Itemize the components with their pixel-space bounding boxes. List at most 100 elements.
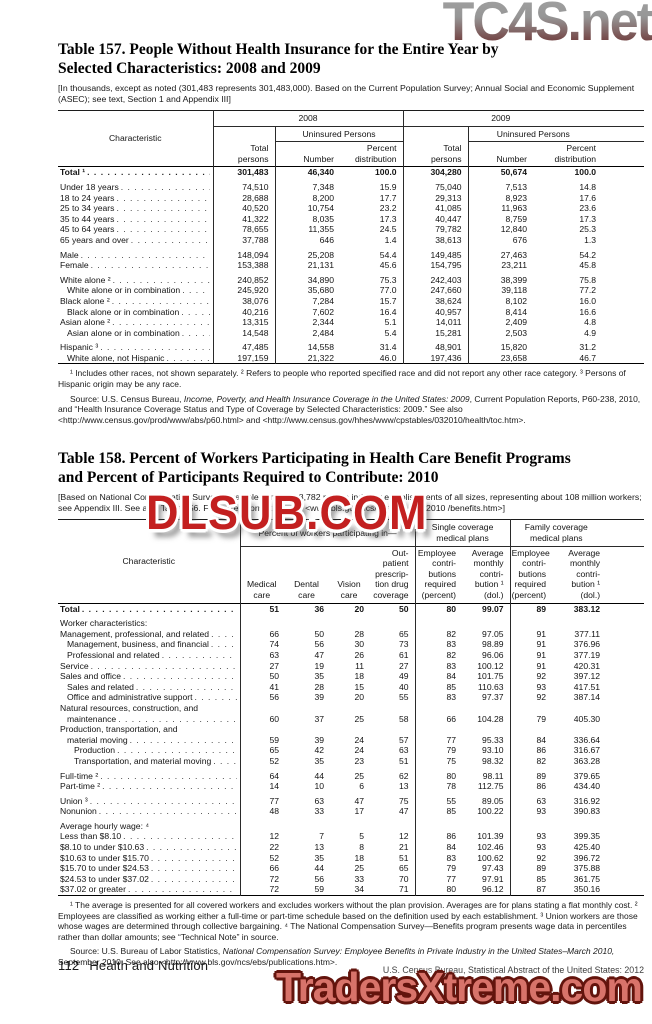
cell: 361.75 (573, 873, 601, 884)
cell: 83 (414, 692, 463, 703)
cell: 93 (509, 681, 553, 693)
cell: 85 (414, 681, 463, 693)
cell: 12 (398, 831, 409, 842)
cell: 397.12 (573, 671, 601, 682)
year-2008-header: 2008 (212, 110, 404, 127)
cell: 7,348 (274, 177, 340, 193)
cell: 72 (239, 884, 285, 896)
dot-leader (91, 661, 237, 672)
row-label-text: 25 to 34 years (60, 203, 115, 214)
row-label: Management, professional, and related (58, 629, 240, 640)
cell: 17.7 (379, 192, 397, 203)
cell: 102.46 (477, 842, 504, 853)
source-text: Source: U.S. Bureau of Labor Statistics, (70, 946, 223, 957)
cell (370, 817, 415, 832)
cell: 50,674 (467, 166, 534, 178)
cell (285, 614, 330, 629)
cell: 48,901 (402, 338, 469, 353)
row-label: Union ³ (58, 792, 240, 807)
row-label-text: Management, professional, and related (60, 628, 210, 639)
cell: 25,208 (274, 245, 340, 261)
table158-section: Table 158. Percent of Workers Participat… (58, 449, 645, 967)
row-label-text: Transportation, and material moving (74, 755, 212, 766)
cell: 19 (314, 660, 324, 671)
cell: 75.3 (379, 274, 397, 285)
row-label: White alone, not Hispanic (58, 353, 213, 364)
table-row: $15.70 to under $24.53 66 44 25 65 79 97.43 89 3… (58, 863, 644, 874)
cell: 56 (239, 692, 285, 703)
cell: 77 (239, 791, 285, 807)
cell: 16.0 (579, 295, 597, 306)
cell: 24 (354, 734, 364, 745)
cell: 18 (354, 671, 364, 682)
cell: 59 (314, 884, 324, 895)
row-label-text: Office and administrative support (67, 692, 193, 703)
dot-leader (146, 842, 236, 853)
cell: 98.89 (482, 639, 504, 650)
cell: 82 (509, 755, 553, 767)
single-avg-contribution-header: Average monthly contri- bution ¹ (dol.) (471, 547, 504, 600)
dot-leader (162, 650, 237, 661)
cell: 66 (239, 863, 285, 874)
table157-title-line2: Selected Characteristics: 2008 and 2009 (58, 60, 321, 77)
table157-source: Source: U.S. Census Bureau, Income, Pove… (58, 394, 644, 426)
cell: 2,344 (274, 317, 340, 328)
cell: 11 (355, 660, 364, 671)
cell: 54.2 (579, 249, 597, 260)
cell: 93 (509, 806, 553, 817)
cell: 21 (398, 842, 409, 853)
table-row: Part-time ² 14 10 6 13 78 112.75 86 434.40 (58, 781, 644, 792)
row-label-text: Professional and related (67, 649, 160, 660)
cell: 425.40 (573, 842, 601, 853)
cell: 154,795 (402, 260, 469, 271)
cell: 85 (509, 873, 553, 885)
cell: 28 (354, 628, 364, 639)
row-label-text: Sales and related (67, 681, 134, 692)
cell (462, 817, 510, 832)
row-label: Part-time ² (58, 781, 240, 792)
cell: 35 (314, 671, 324, 682)
cell: 78 (414, 781, 463, 792)
cell: 4.9 (584, 327, 597, 338)
cell: 82 (414, 628, 463, 640)
row-label-text: $10.63 to under $15.70 (60, 852, 149, 863)
cell: 75.8 (579, 274, 597, 285)
cell: 40 (398, 681, 409, 692)
table158-footnotes: ¹ The average is presented for all cover… (58, 900, 638, 942)
cell: 89 (509, 766, 553, 782)
cell: 16.6 (579, 306, 597, 317)
cell: 47 (354, 795, 364, 806)
cell: 304,280 (402, 166, 469, 178)
cell: 377.11 (574, 628, 601, 639)
cell: 13 (398, 781, 409, 792)
row-label: Professional and related (58, 650, 240, 661)
table157: Characteristic 2008 2009 Total persons U… (58, 110, 645, 365)
cell: 72 (239, 873, 285, 885)
cell: 93 (509, 842, 553, 853)
row-label-text: Sales and office (60, 671, 121, 682)
cell: 92 (509, 852, 553, 864)
row-label-text: 45 to 64 years (60, 224, 115, 235)
dot-leader (151, 874, 237, 885)
row-label: Management, business, and financial (58, 639, 240, 650)
row-label-text: $15.70 to under $24.53 (60, 863, 149, 874)
row-label: 35 to 44 years (58, 214, 213, 225)
table-row: Service 27 19 11 27 83 100.12 91 420.31 (58, 660, 644, 672)
row-label: Asian alone ² (58, 317, 213, 328)
cell: 13 (314, 842, 324, 853)
cell: 17 (354, 806, 364, 817)
cell: 36 (314, 603, 324, 614)
cell: 23,211 (467, 260, 534, 271)
cell: 51 (398, 852, 409, 863)
cell: 11,355 (274, 224, 340, 235)
outpatient-drug-header: Out- patient prescrip- tion drug coverag… (373, 547, 409, 600)
cell: 47 (398, 806, 409, 817)
single-coverage-header: Single coverage medical plans (414, 519, 511, 547)
